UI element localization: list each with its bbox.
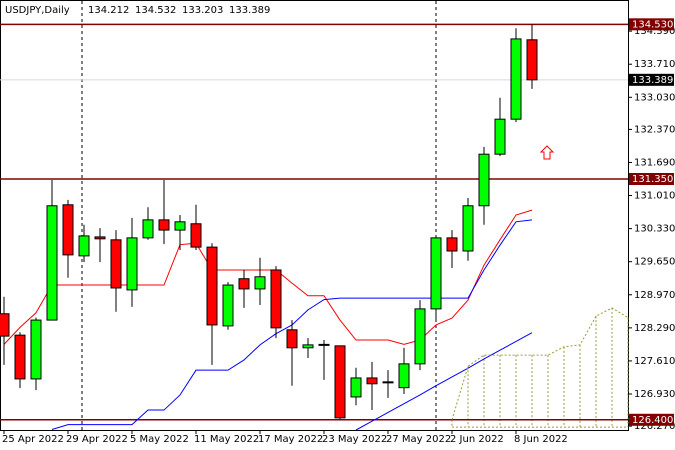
y-tick-label: 132.370 xyxy=(634,124,675,135)
candle-body xyxy=(110,239,122,289)
candle-body xyxy=(94,236,106,240)
header: USDJPY,Daily 134.212 134.532 133.203 133… xyxy=(5,5,270,16)
candle-body xyxy=(174,221,186,231)
candle-body xyxy=(270,269,282,329)
y-tick-label: 131.690 xyxy=(634,157,675,168)
indicator-line xyxy=(451,307,629,420)
y-tick-label: 131.010 xyxy=(634,191,675,202)
candle-body xyxy=(526,39,538,81)
candle-body xyxy=(158,219,170,231)
candle-body xyxy=(494,118,506,155)
x-tick-label: 27 May 2022 xyxy=(386,434,451,445)
candle-body xyxy=(46,205,58,321)
candle-body xyxy=(382,381,394,384)
chart-title: USDJPY,Daily xyxy=(5,5,70,16)
candle-body xyxy=(254,276,266,290)
candle-body xyxy=(222,284,234,327)
candle-body xyxy=(510,38,522,120)
candle-body xyxy=(302,344,314,349)
candle-body xyxy=(142,219,154,239)
level-label-box xyxy=(629,18,674,31)
indicator-line xyxy=(355,332,533,431)
y-tick-label: 130.330 xyxy=(634,224,675,235)
level-label-box xyxy=(629,173,674,186)
x-tick-label: 2 Jun 2022 xyxy=(450,434,504,445)
level-label-box xyxy=(629,413,674,426)
candle-body xyxy=(446,237,458,252)
candle-body xyxy=(14,334,26,380)
x-tick-label: 29 Apr 2022 xyxy=(66,434,128,445)
up-arrow xyxy=(539,145,555,160)
candle-body xyxy=(430,237,442,310)
candle-body xyxy=(318,343,330,346)
x-tick-label: 17 May 2022 xyxy=(258,434,323,445)
header-high: 134.532 xyxy=(135,5,176,16)
candle-body xyxy=(462,205,474,252)
y-tick-label: 126.930 xyxy=(634,389,675,400)
y-tick-label: 126.270 xyxy=(634,421,675,432)
y-tick-label: 134.390 xyxy=(634,26,675,37)
y-tick-label: 127.610 xyxy=(634,356,675,367)
level-label: 131.350 xyxy=(632,174,673,185)
header-low: 133.203 xyxy=(182,5,223,16)
header-open: 134.212 xyxy=(88,5,129,16)
plot-frame xyxy=(0,0,629,431)
candle-body xyxy=(30,319,42,380)
bid-label-box xyxy=(629,73,674,86)
candle-body xyxy=(190,223,202,248)
candle-body xyxy=(0,313,10,337)
y-tick-label: 128.970 xyxy=(634,290,675,301)
candle-body xyxy=(62,204,74,256)
candle-body xyxy=(478,153,490,207)
candle-body xyxy=(334,345,346,419)
indicator-line xyxy=(3,209,533,345)
candle-body xyxy=(398,363,410,389)
y-tick-label: 129.650 xyxy=(634,257,675,268)
candle-body xyxy=(286,329,298,349)
y-tick-label: 133.710 xyxy=(634,59,675,70)
candle-body xyxy=(238,278,250,290)
candle-body xyxy=(414,308,426,365)
x-tick-label: 5 May 2022 xyxy=(130,434,189,445)
y-tick-label: 133.030 xyxy=(634,92,675,103)
candle-body xyxy=(350,377,362,398)
layer xyxy=(0,23,629,431)
candle-body xyxy=(366,377,378,385)
level-label: 126.400 xyxy=(632,415,673,426)
header-close: 133.389 xyxy=(229,5,270,16)
bid-label: 133.389 xyxy=(632,75,673,86)
x-tick-label: 8 Jun 2022 xyxy=(514,434,568,445)
level-label: 134.530 xyxy=(632,19,673,30)
candle-body xyxy=(126,237,138,291)
y-tick-label: 128.290 xyxy=(634,323,675,334)
x-tick-label: 25 Apr 2022 xyxy=(2,434,64,445)
x-tick-label: 11 May 2022 xyxy=(194,434,259,445)
candle-body xyxy=(206,246,218,326)
candle-body xyxy=(78,235,90,257)
x-tick-label: 23 May 2022 xyxy=(322,434,387,445)
